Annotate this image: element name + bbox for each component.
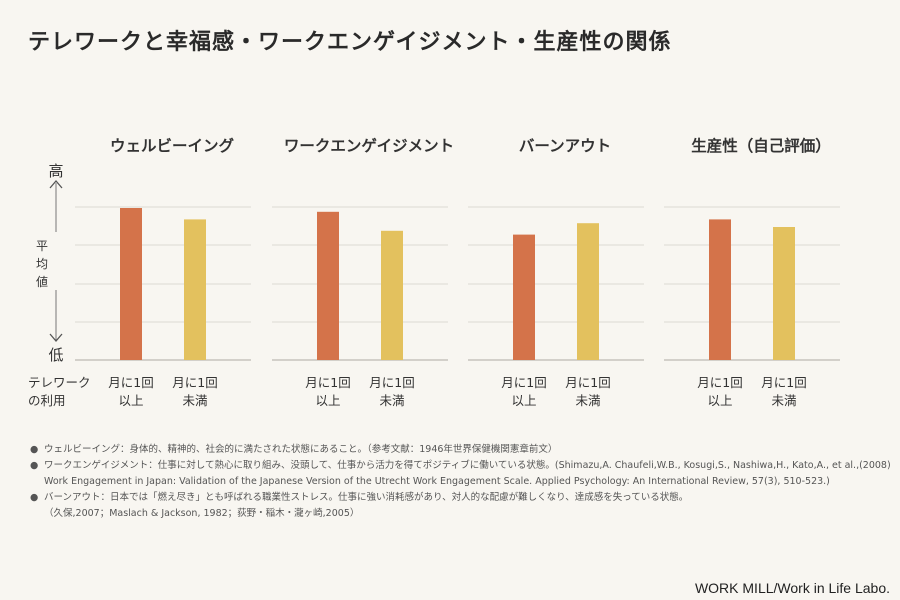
bar [773, 227, 795, 360]
category-label-line1: 月に1回 [108, 375, 153, 390]
y-axis-middle-label-char: 均 [36, 257, 48, 271]
category-label-line1: 月に1回 [501, 375, 546, 390]
category-label-line2: 以上 [707, 393, 732, 408]
footnote-line: ワークエンゲイジメント：仕事に対して熱心に取り組み、没頭して、仕事から活力を得て… [44, 460, 891, 471]
footnote-body: ワークエンゲイジメント：仕事に対して熱心に取り組み、没頭して、仕事から活力を得て… [44, 458, 891, 490]
bar [184, 219, 206, 360]
footnote-body: バーンアウト：日本では「燃え尽き」とも呼ばれる職業性ストレス。仕事に強い消耗感が… [44, 490, 890, 522]
footnote-bullet: ● [30, 444, 39, 455]
footnote-line: （久保,2007；Maslach & Jackson, 1982；荻野・稲木・瀧… [44, 508, 360, 519]
footnote-body: ウェルビーイング：身体的、精神的、社会的に満たされた状態にあること。（参考文献：… [44, 442, 890, 458]
category-label-line2: 未満 [575, 393, 600, 408]
chart-title: テレワークと幸福感・ワークエンゲイジメント・生産性の関係 [28, 30, 672, 55]
category-label-line2: 以上 [315, 393, 340, 408]
footnote-line: バーンアウト：日本では「燃え尽き」とも呼ばれる職業性ストレス。仕事に強い消耗感が… [44, 492, 689, 503]
category-label-line1: 月に1回 [565, 375, 610, 390]
y-axis-bottom-label: 低 [48, 346, 63, 364]
footnote: ● ウェルビーイング：身体的、精神的、社会的に満たされた状態にあること。（参考文献… [30, 442, 890, 458]
category-label-line2: 未満 [182, 393, 207, 408]
panel-title: バーンアウト [519, 137, 611, 155]
category-label-line1: 月に1回 [761, 375, 806, 390]
category-label-line1: 月に1回 [305, 375, 350, 390]
y-axis-middle-label-char: 値 [36, 274, 48, 289]
footnote-bullet: ● [30, 460, 39, 471]
bar [513, 234, 535, 360]
category-label-line2: 未満 [771, 393, 796, 408]
group-axis-label-line1: テレワーク [28, 375, 91, 390]
category-label-line1: 月に1回 [172, 375, 217, 390]
footnote: ● ワークエンゲイジメント：仕事に対して熱心に取り組み、没頭して、仕事から活力を得… [30, 458, 891, 490]
panel-title: ウェルビーイング [110, 136, 235, 155]
panel-title: ワークエンゲイジメント [284, 136, 454, 155]
y-axis-down-arrow [49, 333, 63, 342]
footnote-line: ウェルビーイング：身体的、精神的、社会的に満たされた状態にあること。（参考文献：… [44, 444, 558, 455]
panel-title: 生産性（自己評価） [691, 136, 831, 155]
bar [120, 208, 142, 360]
bar [577, 223, 599, 360]
category-label-line2: 未満 [379, 393, 404, 408]
bar [709, 219, 731, 360]
category-label-line1: 月に1回 [697, 375, 742, 390]
y-axis-top-label: 高 [48, 162, 63, 180]
category-label-line2: 以上 [118, 393, 143, 408]
footnotes: ● ウェルビーイング：身体的、精神的、社会的に満たされた状態にあること。（参考文献… [30, 442, 891, 522]
footnote: ● バーンアウト：日本では「燃え尽き」とも呼ばれる職業性ストレス。仕事に強い消耗感… [30, 490, 890, 522]
category-label-line2: 以上 [511, 393, 536, 408]
y-axis-up-arrow [49, 180, 63, 189]
bar [381, 230, 403, 360]
credit-text: WORK MILL/Work in Life Labo. [694, 580, 890, 596]
footnote-bullet: ● [30, 492, 39, 503]
group-axis-label-line2: の利用 [28, 393, 66, 408]
y-axis-middle-label-char: 平 [36, 239, 48, 253]
footnote-line: Work Engagement in Japan: Validation of … [44, 476, 830, 487]
bar [317, 211, 339, 360]
category-label-line1: 月に1回 [369, 375, 414, 390]
